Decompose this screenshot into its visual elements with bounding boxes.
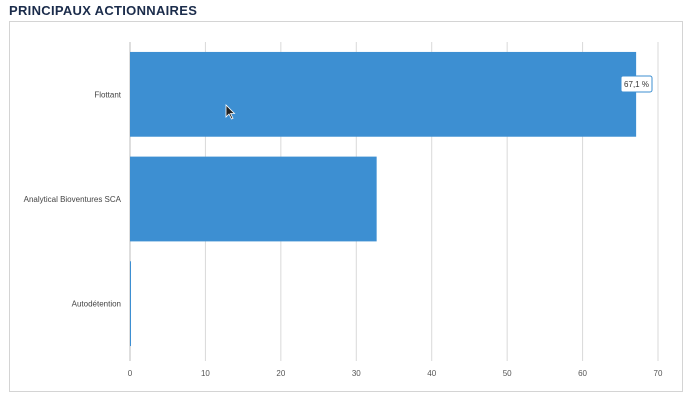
x-tick-label: 0 (128, 369, 133, 378)
x-tick-label: 70 (654, 369, 663, 378)
x-tick-label: 50 (503, 369, 512, 378)
value-tooltip: 67,1 % (620, 75, 653, 93)
bar[interactable] (130, 156, 377, 242)
x-tick-label: 20 (276, 369, 285, 378)
x-tick-label: 40 (427, 369, 436, 378)
x-axis-ticks: 0 10 20 30 40 50 60 70 (128, 369, 663, 378)
mouse-cursor-icon (225, 104, 236, 120)
category-labels: Flottant Analytical Bioventures SCA Autodé… (24, 90, 122, 308)
bar[interactable] (130, 51, 637, 137)
category-label: Autodétention (72, 300, 121, 309)
section-title: PRINCIPAUX ACTIONNAIRES (9, 3, 198, 18)
category-label: Analytical Bioventures SCA (24, 195, 122, 204)
bar[interactable] (130, 261, 131, 347)
tooltip-text: 67,1 % (624, 80, 649, 89)
x-tick-label: 60 (578, 369, 587, 378)
tooltip-box (620, 75, 653, 93)
bars (130, 51, 637, 347)
x-tick-label: 10 (201, 369, 210, 378)
x-tick-label: 30 (352, 369, 361, 378)
category-label: Flottant (94, 90, 121, 99)
